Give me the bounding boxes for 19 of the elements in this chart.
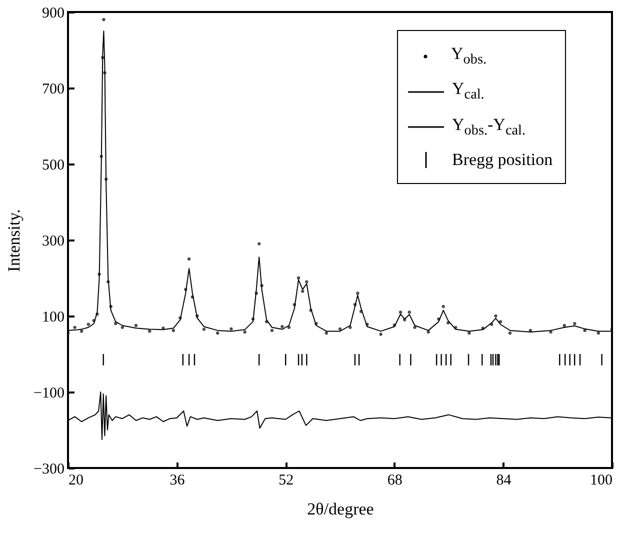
x-tick-label: 52 (278, 472, 294, 488)
x-tick-label: 20 (68, 472, 84, 488)
y-tick-label: 100 (42, 310, 64, 326)
x-tick-label: 84 (496, 472, 512, 488)
y-tick-label: 700 (42, 82, 64, 98)
y-tick-label: −100 (34, 386, 64, 402)
x-axis-title: 2θ/degree (307, 500, 374, 518)
x-tick-label: 68 (387, 472, 402, 488)
x-tick-label: 36 (170, 472, 186, 488)
y-axis-title: Intensity. (4, 209, 24, 272)
legend-label: Bregg position (452, 149, 553, 172)
x-tick-label: 100 (590, 472, 612, 488)
y-tick-label: 300 (42, 234, 64, 250)
y-tick-label: −300 (34, 462, 64, 478)
y-tick-label: 500 (42, 158, 64, 174)
legend-label: Y$_{obs.}$ (451, 43, 486, 70)
legend-label: Y$_{cal.}$ (452, 78, 484, 105)
legend-label: Y$_{obs.}$-Y$_{cal.}$ (452, 114, 526, 140)
y-tick-label: 900 (42, 6, 64, 22)
